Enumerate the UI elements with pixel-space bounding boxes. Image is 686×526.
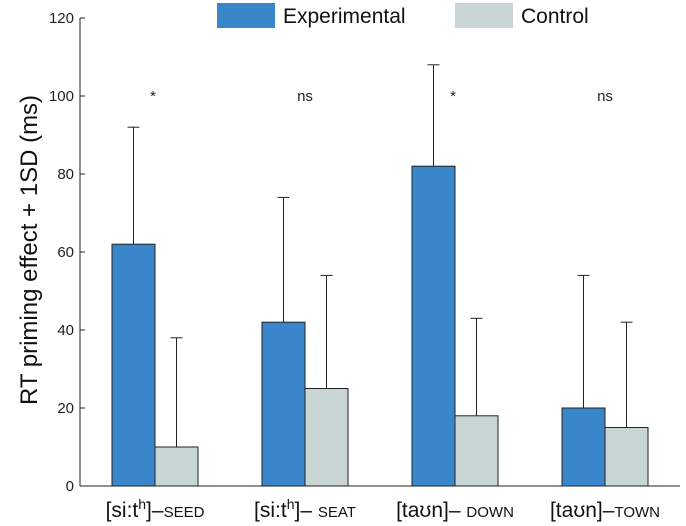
significance-label: ns (597, 88, 613, 105)
bar-experimental (411, 165, 456, 487)
legend-swatch-control (455, 3, 513, 28)
category-label: [si:th]– SEAT (254, 496, 356, 522)
significance-label: * (150, 88, 156, 105)
y-tick-label: 120 (49, 10, 74, 27)
y-tick-label: 20 (57, 400, 74, 417)
y-axis-title: RT priming effect + 1SD (ms) (16, 95, 43, 405)
category-label: [si:th]–SEED (106, 496, 205, 522)
bar-control (454, 415, 499, 487)
bar-experimental (261, 321, 306, 487)
y-tick-label: 40 (57, 322, 74, 339)
legend-swatch-experimental (217, 3, 275, 28)
category-label: [taʊn]– DOWN (396, 499, 514, 522)
y-tick-label: 60 (57, 244, 74, 261)
legend-label-experimental: Experimental (283, 5, 406, 28)
bar-control (304, 388, 349, 487)
bar-control (154, 446, 199, 487)
legend-label-control: Control (521, 5, 589, 28)
y-tick-label: 80 (57, 166, 74, 183)
bar-experimental (111, 243, 156, 487)
bar-experimental (561, 407, 606, 487)
y-tick-label: 0 (66, 478, 74, 495)
significance-label: ns (297, 88, 313, 105)
legend: Experimental Control (217, 3, 589, 28)
category-label: [taʊn]–TOWN (550, 499, 660, 522)
significance-label: * (450, 88, 456, 105)
bar-control (604, 427, 649, 487)
y-tick-label: 100 (49, 88, 74, 105)
